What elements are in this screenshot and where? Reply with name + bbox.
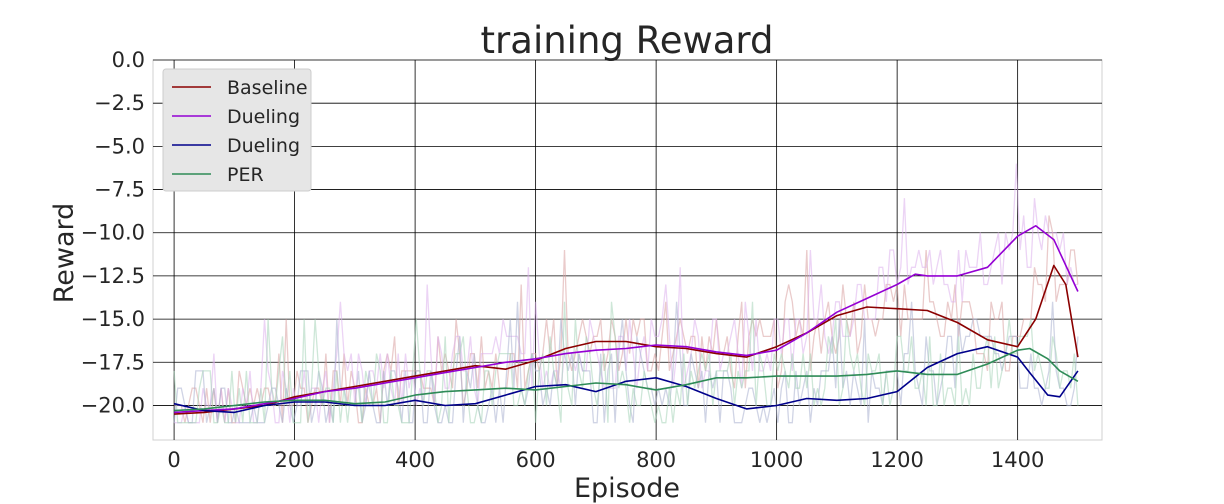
raw-trace-3 — [173, 301, 1079, 424]
legend: Baseline Dueling Dueling PER — [162, 68, 312, 192]
smoothed-series — [173, 225, 1079, 415]
series-line-2 — [173, 345, 1079, 414]
x-tick-label: 800 — [636, 448, 676, 472]
y-axis-title: Reward — [49, 203, 80, 304]
y-tick-label: −17.5 — [81, 350, 145, 374]
y-tick-label: −7.5 — [94, 178, 145, 202]
legend-label: Dueling — [227, 106, 300, 128]
x-tick-label: 0 — [167, 448, 180, 472]
y-tick-label: −10.0 — [81, 221, 145, 245]
legend-label: Dueling — [227, 135, 300, 157]
x-axis-title: Episode — [574, 473, 680, 504]
y-tick-label: −5.0 — [94, 134, 145, 158]
y-tick-label: −20.0 — [81, 393, 145, 417]
series-line-3 — [174, 347, 1079, 412]
y-tick-label: −2.5 — [94, 91, 145, 115]
x-tick-label: 1200 — [870, 448, 923, 472]
chart-title: training Reward — [481, 19, 774, 62]
y-tick-label: 0.0 — [112, 48, 145, 72]
raw-trace-0 — [174, 215, 1079, 424]
raw-episode-rewards — [173, 163, 1079, 424]
raw-trace-2 — [173, 301, 1079, 424]
y-tick-label: −15.0 — [81, 307, 145, 331]
x-tick-label: 400 — [395, 448, 435, 472]
x-tick-label: 200 — [275, 448, 315, 472]
tick-labels: 0 200 400 600 800 1000 1200 1400 0.0 −2.5 −5.0 −7.5… — [81, 48, 1045, 472]
legend-label: PER — [227, 164, 264, 186]
y-tick-label: −12.5 — [81, 264, 145, 288]
x-tick-label: 600 — [516, 448, 556, 472]
x-tick-label: 1400 — [991, 448, 1044, 472]
legend-box — [162, 68, 312, 192]
legend-label: Baseline — [227, 77, 308, 99]
x-tick-label: 1000 — [750, 448, 803, 472]
series-line-1 — [174, 225, 1079, 414]
